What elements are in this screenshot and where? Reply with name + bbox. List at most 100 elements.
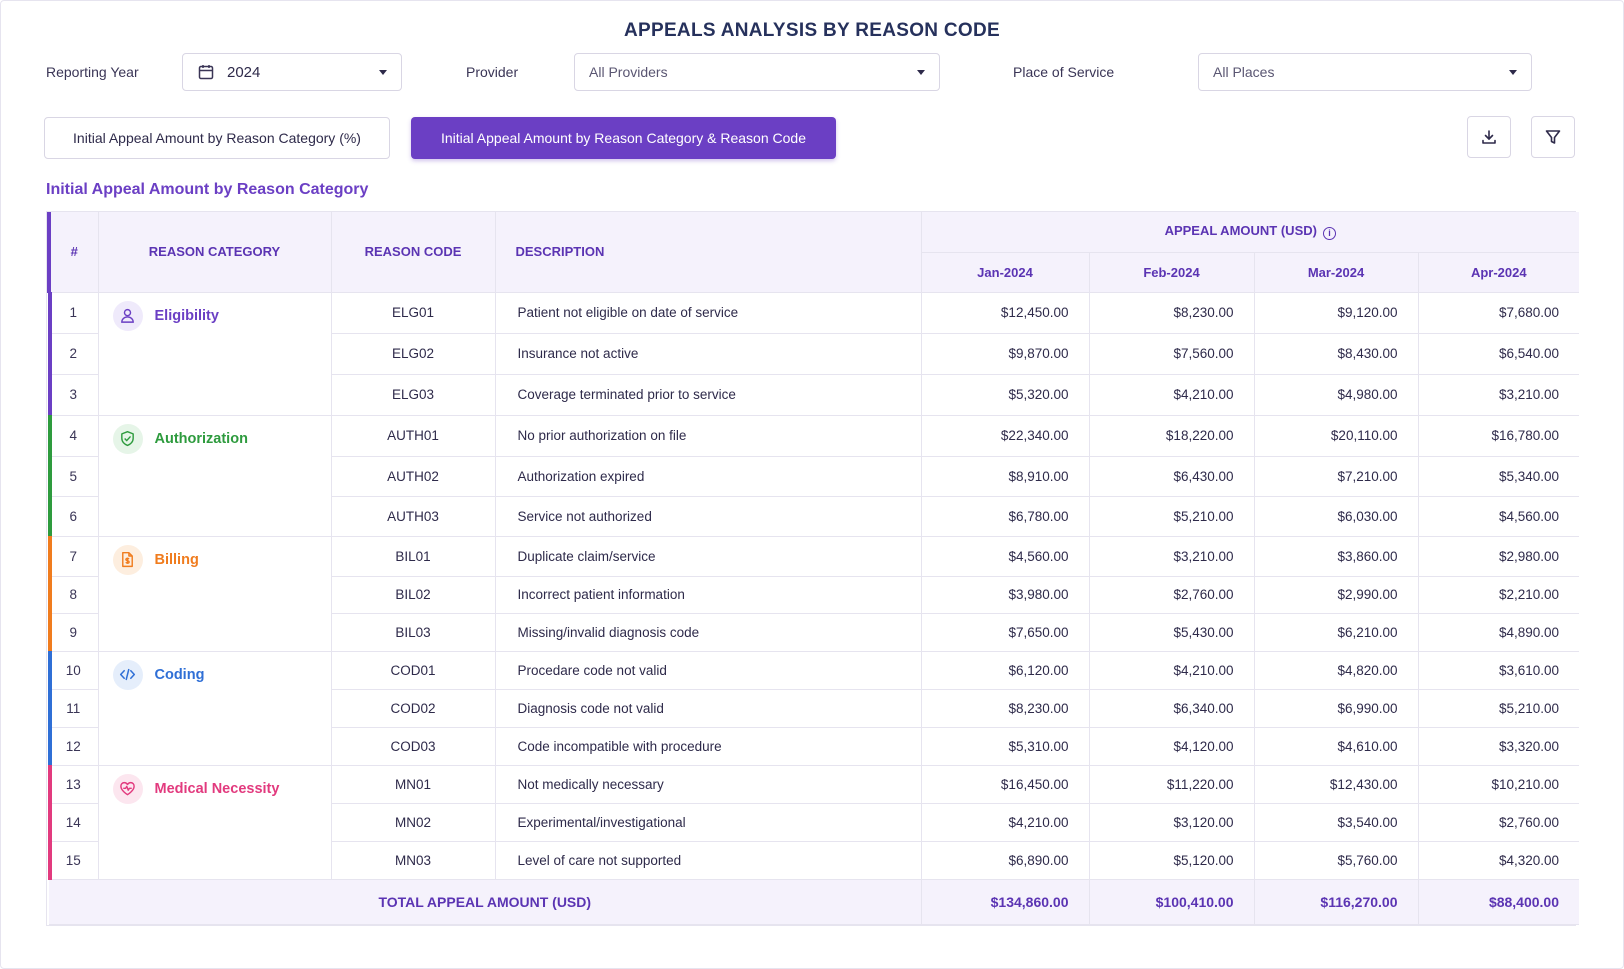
info-icon[interactable]: i (1322, 227, 1336, 241)
row-number: 15 (48, 840, 99, 880)
table-row[interactable]: 5 AUTH02 Authorization expired $8,910.00 $6,… (48, 455, 1580, 497)
header-description: DESCRIPTION (495, 212, 922, 293)
reason-description: Experimental/investigational (495, 803, 922, 842)
reason-code: COD02 (331, 689, 496, 728)
filter-icon (1545, 130, 1561, 144)
reason-description: Not medically necessary (495, 765, 922, 804)
reason-code: ELG03 (331, 374, 496, 416)
chevron-down-icon (917, 69, 925, 75)
provider-value: All Providers (589, 64, 668, 80)
appeal-amount: $5,310.00 (921, 727, 1090, 766)
place-of-service-select[interactable]: All Places (1198, 53, 1532, 91)
table-row[interactable]: 6 AUTH03 Service not authorized $6,780.00 $5… (48, 495, 1580, 537)
appeal-amount: $2,760.00 (1089, 576, 1255, 614)
category-label-group: Billing (112, 544, 331, 575)
category-name: Authorization (154, 430, 248, 447)
reason-code: AUTH01 (331, 415, 496, 457)
appeal-amount: $2,760.00 (1418, 803, 1580, 842)
header-reason-category: REASON CATEGORY (98, 212, 332, 293)
appeal-amount: $4,610.00 (1254, 727, 1419, 766)
appeal-amount: $18,220.00 (1089, 415, 1255, 457)
row-number: 14 (48, 802, 99, 842)
user-icon (112, 300, 143, 331)
category-name: Billing (154, 551, 199, 568)
appeal-amount: $8,430.00 (1254, 333, 1419, 375)
table-row[interactable]: 8 BIL02 Incorrect patient information $3,98… (48, 575, 1580, 614)
appeal-amount: $3,540.00 (1254, 803, 1419, 842)
appeal-amount: $8,910.00 (921, 456, 1090, 497)
table-row[interactable]: 12 COD03 Code incompatible with procedure $… (48, 726, 1580, 766)
reason-code: BIL03 (331, 613, 496, 652)
reporting-year-select[interactable]: 2024 (182, 53, 402, 91)
total-amount: $100,410.00 (1089, 879, 1255, 925)
reason-description: Patient not eligible on date of service (495, 292, 922, 334)
table-row[interactable]: 3 ELG03 Coverage terminated prior to servi… (48, 373, 1580, 416)
category-name: Medical Necessity (154, 780, 280, 797)
table-row[interactable]: 13 Medical Necessity MN01 Not medically n… (48, 764, 1580, 880)
appeal-amount: $5,210.00 (1418, 689, 1580, 728)
table-row[interactable]: 4 Authorization AUTH01 No prior authoriza… (48, 414, 1580, 537)
reason-description: No prior authorization on file (495, 415, 922, 457)
tab-reason-category-percent[interactable]: Initial Appeal Amount by Reason Category… (44, 117, 390, 159)
reason-description: Insurance not active (495, 333, 922, 375)
total-amount: $116,270.00 (1254, 879, 1419, 925)
table-row[interactable]: 1 Eligibility ELG01 Patient not eligible … (48, 291, 1580, 416)
appeal-amount: $11,220.00 (1089, 765, 1255, 804)
appeal-amount: $6,210.00 (1254, 613, 1419, 652)
row-number: 9 (48, 612, 99, 652)
code-icon (112, 659, 143, 690)
reason-description: Authorization expired (495, 456, 922, 497)
appeal-amount: $3,210.00 (1089, 536, 1255, 577)
appeal-amount: $3,610.00 (1418, 651, 1580, 690)
row-number: 11 (48, 688, 99, 728)
table-row[interactable]: 11 COD02 Diagnosis code not valid $8,230.00… (48, 688, 1580, 728)
appeal-amount: $6,120.00 (921, 651, 1090, 690)
download-button[interactable] (1467, 116, 1511, 158)
chevron-down-icon (1509, 69, 1517, 75)
reason-code: BIL02 (331, 576, 496, 614)
appeal-amount: $6,340.00 (1089, 689, 1255, 728)
reason-description: Procedare code not valid (495, 651, 922, 690)
category-cell: Authorization (98, 415, 332, 537)
category-cell: Medical Necessity (98, 765, 332, 880)
table-row[interactable]: 14 MN02 Experimental/investigational $4,210… (48, 802, 1580, 842)
category-cell: Eligibility (98, 292, 332, 416)
filter-button[interactable] (1531, 116, 1575, 158)
row-number: 8 (48, 575, 99, 614)
page-title: APPEALS ANALYSIS BY REASON CODE (623, 20, 1000, 41)
appeal-amount: $3,980.00 (921, 576, 1090, 614)
appeal-amount: $5,430.00 (1089, 613, 1255, 652)
table-row[interactable]: 9 BIL03 Missing/invalid diagnosis code $7,6… (48, 612, 1580, 652)
appeal-amount: $7,210.00 (1254, 456, 1419, 497)
row-number: 5 (48, 455, 99, 497)
reason-code: ELG01 (331, 292, 496, 334)
table-row[interactable]: 7 Billing BIL01 Duplicate claim/service $4… (48, 535, 1580, 652)
appeal-amount: $3,210.00 (1418, 374, 1580, 416)
appeal-amount: $16,780.00 (1418, 415, 1580, 457)
provider-select[interactable]: All Providers (574, 53, 940, 91)
reporting-year-label: Reporting Year (46, 64, 139, 80)
row-number: 7 (48, 535, 99, 577)
row-number: 10 (48, 650, 99, 690)
appeal-amount: $9,120.00 (1254, 292, 1419, 334)
appeal-amount: $6,540.00 (1418, 333, 1580, 375)
total-amount: $134,860.00 (921, 879, 1090, 925)
category-name: Coding (154, 666, 205, 683)
table-row[interactable]: 10 Coding COD01 Procedare code not valid $… (48, 650, 1580, 766)
appeal-amount: $8,230.00 (1089, 292, 1255, 334)
tab-reason-category-and-code[interactable]: Initial Appeal Amount by Reason Category… (411, 117, 836, 159)
appeal-amount: $16,450.00 (921, 765, 1090, 804)
appeal-amount: $4,120.00 (1089, 727, 1255, 766)
table-row[interactable]: 15 MN03 Level of care not supported $6,890.… (48, 840, 1580, 880)
table-row[interactable]: 2 ELG02 Insurance not active $9,870.00 $7,56… (48, 332, 1580, 375)
appeal-amount: $2,210.00 (1418, 576, 1580, 614)
reason-code: AUTH02 (331, 456, 496, 497)
document-dollar-icon (112, 544, 143, 575)
appeal-amount: $6,890.00 (921, 841, 1090, 880)
provider-label: Provider (466, 64, 519, 80)
calendar-icon (198, 65, 214, 80)
reason-description: Code incompatible with procedure (495, 727, 922, 766)
appeal-amount: $3,320.00 (1418, 727, 1580, 766)
reason-description: Duplicate claim/service (495, 536, 922, 577)
appeal-amount: $5,120.00 (1089, 841, 1255, 880)
